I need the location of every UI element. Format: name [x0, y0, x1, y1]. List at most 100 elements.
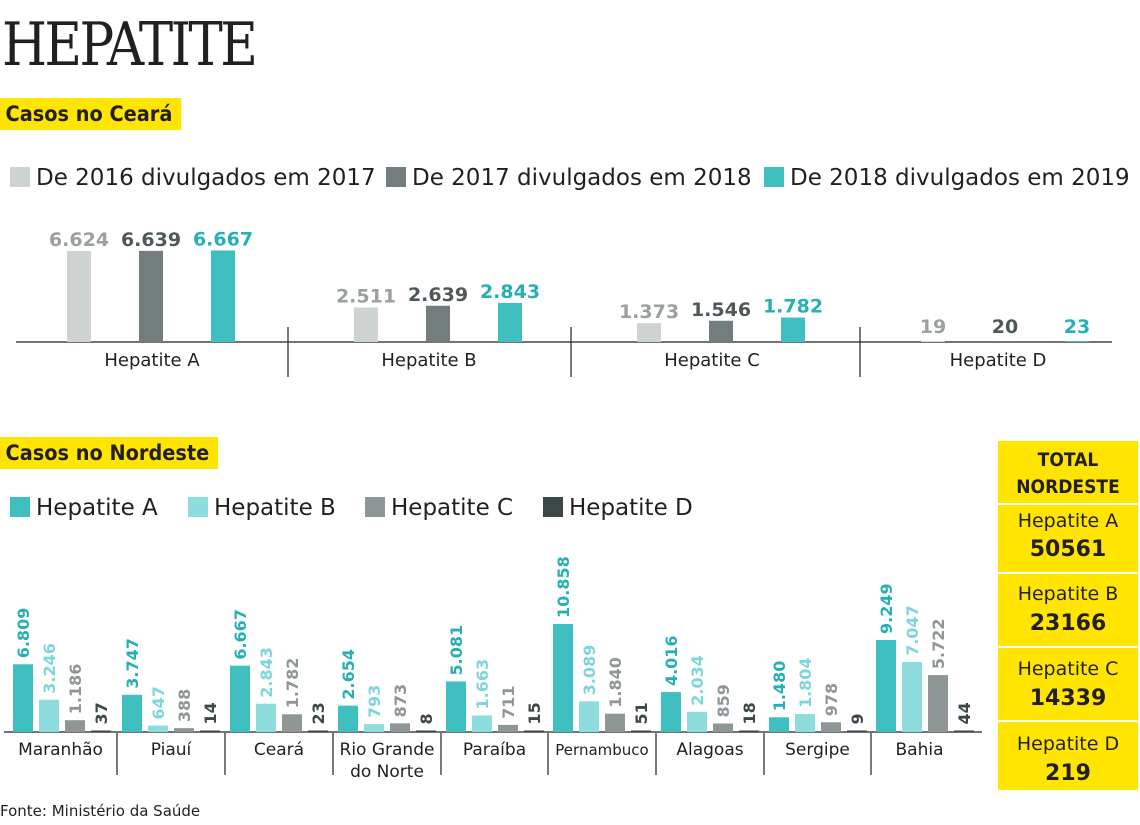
legend-swatch-2016	[10, 167, 30, 187]
value-label-bahia-hepatite-a: 9.249	[877, 583, 896, 634]
bar-ceara-hepatite-b-s0	[354, 307, 378, 342]
value-label-bahia-hepatite-d: 44	[955, 702, 974, 724]
total-title-line1: TOTAL	[1037, 449, 1099, 471]
value-label-ceara-hepatite-d: 23	[309, 702, 328, 724]
total-label-hepatite-b: Hepatite B	[1017, 583, 1119, 605]
value-label-ceara-hepatite-b-s2: 2.843	[480, 281, 540, 303]
legend-item-hepatite-b: Hepatite B	[188, 493, 336, 523]
legend-label-hepatite-d: Hepatite D	[569, 495, 693, 521]
total-divider	[998, 646, 1138, 648]
bar-nordeste-piaui-hepatite-c	[174, 728, 194, 732]
value-label-alagoas-hepatite-a: 4.016	[662, 635, 681, 686]
value-label-ceara-hepatite-c: 1.782	[283, 658, 302, 709]
total-value-hepatite-d: 219	[1045, 761, 1091, 786]
bar-nordeste-piaui-hepatite-a	[122, 694, 142, 732]
legend-item-2018: De 2018 divulgados em 2019	[764, 163, 1130, 193]
bar-nordeste-piaui-hepatite-b	[148, 725, 168, 732]
category-label-alagoas: Alagoas	[676, 740, 743, 760]
legend-item-2016: De 2016 divulgados em 2017	[10, 163, 376, 193]
bar-nordeste-pernambuco-hepatite-a	[553, 624, 573, 732]
value-label-ceara-hepatite-a-s0: 6.624	[49, 229, 109, 251]
main-title: HEPATITE	[2, 10, 258, 80]
value-label-ceara-hepatite-a-s2: 6.667	[193, 228, 253, 250]
bar-nordeste-alagoas-hepatite-d	[739, 730, 759, 732]
bar-ceara-hepatite-d-s2	[1065, 341, 1089, 342]
value-label-maranhao-hepatite-d: 37	[92, 702, 111, 724]
bar-nordeste-maranhao-hepatite-b	[39, 699, 59, 732]
bar-ceara-hepatite-a-s1	[139, 250, 163, 342]
bar-nordeste-rio-grande-do-norte-hepatite-a	[338, 705, 358, 732]
category-label-maranhao: Maranhão	[18, 740, 103, 760]
total-divider	[998, 572, 1138, 574]
legend-item-2017: De 2017 divulgados em 2018	[386, 163, 752, 193]
bar-nordeste-bahia-hepatite-d	[954, 730, 974, 732]
bar-nordeste-paraiba-hepatite-c	[498, 724, 518, 732]
bar-nordeste-paraiba-hepatite-d	[524, 730, 544, 732]
value-label-ceara-hepatite-d-s2: 23	[1064, 316, 1090, 338]
bar-nordeste-rio-grande-do-norte-hepatite-c	[390, 723, 410, 732]
total-value-hepatite-b: 23166	[1029, 611, 1107, 636]
value-label-pernambuco-hepatite-b: 3.089	[580, 645, 599, 696]
category-label-paraiba: Paraíba	[463, 740, 526, 760]
bar-nordeste-rio-grande-do-norte-hepatite-b	[364, 724, 384, 732]
category-label-hepatite-c: Hepatite C	[664, 350, 760, 371]
total-value-hepatite-c: 14339	[1029, 686, 1107, 711]
section-title-nordeste: Casos no Nordeste	[0, 437, 219, 469]
bar-nordeste-ceara-hepatite-d	[308, 730, 328, 732]
legend-label-2017: De 2017 divulgados em 2018	[412, 165, 752, 191]
legend-label-hepatite-c: Hepatite C	[391, 495, 514, 521]
bar-ceara-hepatite-c-s1	[709, 320, 733, 342]
value-label-sergipe-hepatite-d: 9	[848, 713, 867, 724]
value-label-paraiba-hepatite-d: 15	[525, 702, 544, 724]
legend-swatch-2017	[386, 167, 406, 187]
category-label-bahia: Bahia	[896, 740, 944, 760]
value-label-sergipe-hepatite-a: 1.480	[770, 661, 789, 712]
value-label-pernambuco-hepatite-c: 1.840	[606, 657, 625, 708]
value-label-piaui-hepatite-b: 647	[149, 686, 168, 719]
value-label-ceara-hepatite-b-s0: 2.511	[336, 286, 396, 308]
total-title: TOTAL NORDESTE	[1005, 447, 1131, 501]
bar-ceara-hepatite-b-s1	[426, 305, 450, 342]
legend-item-hepatite-d: Hepatite D	[543, 493, 693, 523]
bar-nordeste-ceara-hepatite-a	[230, 665, 250, 732]
bar-ceara-hepatite-a-s2	[211, 250, 235, 342]
bar-nordeste-rio-grande-do-norte-hepatite-d	[416, 730, 436, 732]
bar-ceara-hepatite-d-s1	[993, 341, 1017, 342]
value-label-ceara-hepatite-d-s0: 19	[920, 316, 946, 338]
bar-nordeste-pernambuco-hepatite-c	[605, 713, 625, 732]
total-nordeste-box: TOTAL NORDESTE Hepatite A 50561 Hepatite…	[998, 441, 1138, 790]
category-label-hepatite-b: Hepatite B	[381, 350, 476, 371]
bar-nordeste-alagoas-hepatite-b	[687, 711, 707, 732]
legend-item-hepatite-c: Hepatite C	[365, 493, 513, 523]
total-title-line2: NORDESTE	[1016, 476, 1120, 498]
bar-nordeste-maranhao-hepatite-a	[13, 664, 33, 732]
legend-item-hepatite-a: Hepatite A	[10, 493, 158, 523]
bar-nordeste-piaui-hepatite-d	[200, 730, 220, 732]
bar-ceara-hepatite-a-s0	[67, 251, 91, 342]
bar-nordeste-paraiba-hepatite-a	[446, 681, 466, 732]
value-label-alagoas-hepatite-d: 18	[740, 702, 759, 724]
value-label-sergipe-hepatite-c: 978	[822, 683, 841, 716]
legend-swatch-hepatite-c	[365, 497, 385, 517]
legend-swatch-hepatite-b	[188, 497, 208, 517]
value-label-rio-grande-do-norte-hepatite-c: 873	[391, 684, 410, 717]
legend-label-hepatite-b: Hepatite B	[214, 495, 336, 521]
value-label-ceara-hepatite-b: 2.843	[257, 647, 276, 698]
section-title-ceara: Casos no Ceará	[0, 98, 182, 130]
bar-ceara-hepatite-d-s0	[921, 341, 945, 342]
category-label-ceara: Ceará	[254, 740, 304, 760]
value-label-alagoas-hepatite-c: 859	[714, 684, 733, 717]
value-label-ceara-hepatite-d-s1: 20	[992, 316, 1018, 338]
bar-ceara-hepatite-c-s2	[781, 317, 805, 342]
total-divider	[998, 720, 1138, 722]
category-label-rio-grande-do-norte: Rio Grande do Norte	[340, 740, 435, 782]
value-label-pernambuco-hepatite-a: 10.858	[554, 556, 573, 618]
value-label-ceara-hepatite-a-s1: 6.639	[121, 229, 181, 251]
value-label-sergipe-hepatite-b: 1.804	[796, 657, 815, 708]
value-label-maranhao-hepatite-b: 3.246	[40, 643, 59, 694]
value-label-rio-grande-do-norte-hepatite-d: 8	[417, 713, 436, 724]
bar-nordeste-sergipe-hepatite-b	[795, 714, 815, 732]
bar-nordeste-alagoas-hepatite-a	[661, 692, 681, 732]
bar-nordeste-sergipe-hepatite-d	[847, 730, 867, 732]
value-label-ceara-hepatite-c-s2: 1.782	[763, 296, 823, 318]
